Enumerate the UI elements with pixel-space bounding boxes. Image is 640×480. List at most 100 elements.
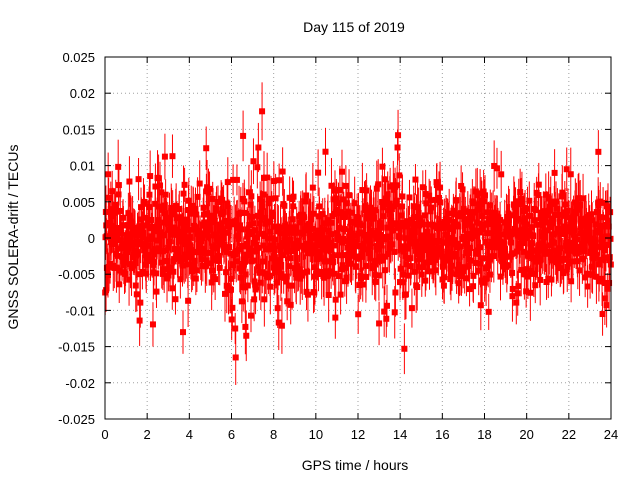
data-point [425, 221, 432, 228]
data-point [139, 268, 146, 275]
data-point [553, 198, 560, 205]
data-point [275, 269, 282, 276]
data-point [288, 229, 295, 236]
data-point [281, 202, 288, 209]
data-point [275, 319, 282, 326]
data-point [104, 272, 111, 279]
data-point [311, 289, 318, 296]
data-point [412, 176, 419, 183]
data-point [192, 275, 199, 282]
data-point [186, 226, 193, 233]
data-point [489, 221, 496, 228]
x-tick-label: 12 [351, 427, 365, 442]
data-point [470, 200, 477, 207]
data-point [381, 267, 388, 274]
data-point [516, 244, 523, 251]
data-point [328, 268, 335, 275]
data-point [210, 212, 217, 219]
data-point [481, 279, 488, 286]
data-point [238, 226, 245, 233]
data-point [308, 233, 315, 240]
data-point [542, 243, 549, 250]
data-point [399, 203, 406, 210]
data-point [203, 231, 210, 238]
data-point [361, 246, 368, 253]
y-tick-label: -0.015 [58, 340, 95, 355]
data-point [606, 254, 613, 261]
data-point [214, 245, 221, 252]
data-point [213, 207, 220, 214]
data-point [288, 224, 295, 231]
data-point [165, 272, 172, 279]
data-point [506, 212, 513, 219]
data-point [524, 221, 531, 228]
data-point [372, 207, 379, 214]
data-point [523, 266, 530, 273]
data-point [382, 195, 389, 202]
data-point [593, 252, 600, 259]
data-point [277, 246, 284, 253]
data-point [437, 238, 444, 245]
data-point [188, 247, 195, 254]
data-point [257, 279, 264, 286]
data-point [223, 248, 230, 255]
data-point [324, 217, 331, 224]
data-point [237, 222, 244, 229]
data-point [514, 290, 521, 297]
data-point [457, 243, 464, 250]
data-point [410, 203, 417, 210]
data-point [565, 252, 572, 259]
data-point [115, 163, 122, 170]
data-point [508, 239, 515, 246]
data-point [382, 200, 389, 207]
data-point [156, 182, 163, 189]
data-point [570, 213, 577, 220]
data-point [161, 153, 168, 160]
data-point [532, 258, 539, 265]
data-point [284, 298, 291, 305]
data-point [397, 265, 404, 272]
data-point [113, 235, 120, 242]
data-point [577, 216, 584, 223]
data-point [128, 265, 135, 272]
data-point [544, 219, 551, 226]
data-point [119, 240, 126, 247]
data-point [356, 220, 363, 227]
data-point [160, 202, 167, 209]
data-point [469, 223, 476, 230]
data-point [104, 267, 111, 274]
data-point [215, 257, 222, 264]
data-point [225, 223, 232, 230]
data-point [223, 269, 230, 276]
data-point [441, 224, 448, 231]
data-point [261, 232, 268, 239]
data-point [200, 211, 207, 218]
data-point [346, 192, 353, 199]
data-point [165, 244, 172, 251]
data-point [126, 178, 133, 185]
data-point [546, 242, 553, 249]
data-point [152, 183, 159, 190]
data-point [438, 248, 445, 255]
data-point [378, 242, 385, 249]
data-point [337, 291, 344, 298]
data-point [568, 247, 575, 254]
data-point [582, 274, 589, 281]
data-point [352, 263, 359, 270]
data-point [221, 290, 228, 297]
data-point [287, 236, 294, 243]
x-tick-label: 4 [186, 427, 193, 442]
data-point [210, 255, 217, 262]
data-point [255, 244, 262, 251]
data-point [445, 216, 452, 223]
data-point [375, 181, 382, 188]
data-point [219, 231, 226, 238]
data-point [574, 258, 581, 265]
data-point [485, 261, 492, 268]
data-point [291, 229, 298, 236]
data-point [303, 192, 310, 199]
data-point [574, 249, 581, 256]
data-point [151, 258, 158, 265]
data-point [311, 273, 318, 280]
